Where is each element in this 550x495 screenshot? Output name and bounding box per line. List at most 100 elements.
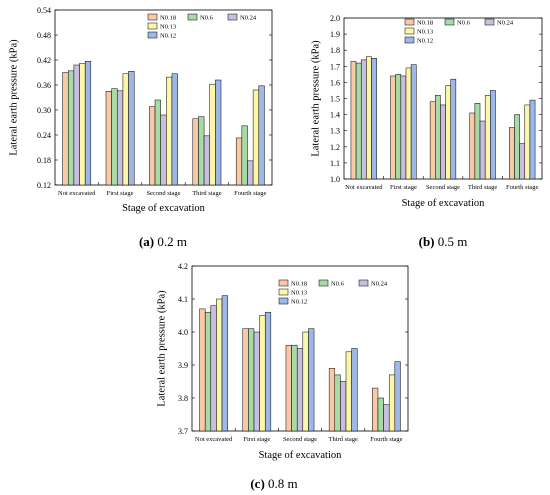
- legend-swatch: [227, 13, 238, 21]
- bar-N012-1: [264, 311, 272, 432]
- x-tick-label: Second stage: [146, 190, 180, 197]
- y-axis-title: Lateral earth pressure (kPa): [311, 40, 322, 157]
- bar-N018-3: [469, 112, 476, 180]
- bar-N013-0: [366, 56, 372, 180]
- legend-label: N0.6: [331, 281, 345, 288]
- bar-N018-2: [429, 101, 436, 180]
- bar-N018-0: [350, 61, 357, 180]
- bar-N012-2: [308, 328, 315, 432]
- bar-N013-2: [302, 331, 309, 432]
- bar-N012-3: [215, 79, 222, 186]
- legend-label: N0.18: [160, 15, 176, 22]
- bar-N012-3: [490, 90, 496, 180]
- legend-swatch: [278, 297, 289, 305]
- y-tick-label: 2.0: [330, 14, 340, 23]
- y-tick-label: 0.18: [37, 156, 51, 165]
- y-tick-label: 4.0: [178, 328, 188, 337]
- bar-N018-4: [509, 127, 515, 180]
- legend-swatch: [278, 279, 289, 287]
- bar-N024-3: [479, 120, 486, 180]
- bar-N06-3: [198, 116, 205, 186]
- bar-N024-4: [383, 404, 390, 432]
- bar-N012-0: [221, 295, 228, 432]
- legend-swatch: [187, 13, 198, 21]
- bar-N024-2: [160, 114, 167, 186]
- bar-N013-3: [209, 83, 216, 186]
- bar-N024-1: [117, 90, 124, 186]
- bar-N024-0: [360, 59, 367, 180]
- bar-N024-3: [340, 381, 347, 432]
- bar-N013-1: [405, 67, 412, 180]
- bar-N013-4: [252, 89, 260, 186]
- bar-N024-0: [210, 305, 217, 432]
- bar-N013-1: [122, 73, 129, 186]
- bar-N024-1: [253, 331, 260, 432]
- bar-N06-0: [204, 311, 212, 432]
- legend-swatch: [278, 288, 289, 296]
- bar-N012-0: [371, 58, 377, 180]
- x-tick-label: First stage: [107, 190, 134, 197]
- bar-N018-0: [199, 308, 206, 432]
- y-tick-label: 1.4: [330, 111, 340, 120]
- y-tick-label: 0.36: [37, 81, 51, 90]
- caption-text: 0.8 m: [265, 476, 298, 491]
- panel-caption: (b) 0.5 m: [419, 234, 468, 249]
- caption-letter: (a): [139, 234, 154, 249]
- legend-label: N0.24: [371, 281, 388, 288]
- bar-N012-0: [84, 61, 92, 186]
- y-tick-label: 1.9: [330, 30, 340, 39]
- bar-N024-4: [247, 160, 254, 186]
- y-tick-label: 3.9: [178, 361, 188, 370]
- legend-swatch: [358, 279, 369, 287]
- y-tick-label: 1.6: [330, 78, 340, 87]
- x-axis-title: Stage of excavation: [122, 203, 206, 214]
- y-tick-label: 1.5: [330, 95, 340, 104]
- bar-N013-0: [79, 63, 86, 186]
- x-tick-label: Third stage: [192, 190, 222, 197]
- bar-N013-4: [524, 104, 531, 180]
- legend: N0.18 N0.6 N0.24 N0.13 N0.12: [147, 13, 257, 40]
- x-tick-label: Second stage: [426, 184, 460, 191]
- legend-label: N0.18: [417, 20, 433, 27]
- chart-panel-0: 0.12 0.18 0.24 0.30 0.36 0.42 0.48 0.54 Not exca…: [9, 6, 273, 249]
- bar-N024-4: [519, 143, 526, 180]
- y-tick-label: 4.2: [178, 262, 188, 271]
- legend-label: N0.13: [417, 29, 433, 36]
- bar-N06-2: [154, 99, 161, 186]
- legend-swatch: [147, 22, 158, 30]
- y-tick-label: 0.42: [37, 56, 51, 65]
- bar-N013-1: [259, 315, 266, 432]
- bar-N012-1: [410, 64, 417, 180]
- legend-label: N0.13: [160, 24, 176, 31]
- y-axis-title: Lateral earth pressure (kPa): [9, 39, 20, 156]
- chart-panel-1: 1.0 1.1 1.2 1.3 1.4 1.5 1.6 1.7 1.8 1.9 2.0 Not exc…: [311, 14, 543, 249]
- bar-N024-0: [73, 64, 80, 186]
- bar-N013-0: [216, 298, 223, 432]
- legend-label: N0.6: [200, 15, 214, 22]
- legend-swatch: [147, 31, 158, 39]
- legend: N0.18 N0.6 N0.24 N0.13 N0.12: [404, 18, 514, 45]
- bar-N06-0: [355, 62, 362, 180]
- x-axis-title: Stage of excavation: [259, 450, 343, 461]
- bar-N024-1: [400, 75, 407, 180]
- x-tick-label: Not excavated: [58, 190, 96, 197]
- bar-N013-3: [345, 351, 352, 432]
- caption-text: 0.2 m: [154, 234, 187, 249]
- legend-label: N0.24: [497, 20, 514, 27]
- bar-N018-4: [372, 387, 379, 432]
- y-tick-label: 0.48: [37, 31, 51, 40]
- x-tick-label: Third stage: [468, 184, 498, 191]
- bar-N06-0: [67, 70, 75, 186]
- legend-swatch: [404, 18, 415, 26]
- y-tick-label: 1.1: [330, 159, 340, 168]
- legend-swatch: [147, 13, 158, 21]
- bar-N012-1: [128, 71, 135, 186]
- x-tick-label: Fourth stage: [506, 184, 538, 191]
- bar-N024-3: [203, 135, 210, 186]
- bar-N012-2: [450, 78, 457, 180]
- panel-caption: (c) 0.8 m: [250, 476, 297, 491]
- legend-swatch: [484, 18, 495, 26]
- legend-swatch: [404, 36, 415, 44]
- bar-N013-2: [166, 76, 173, 186]
